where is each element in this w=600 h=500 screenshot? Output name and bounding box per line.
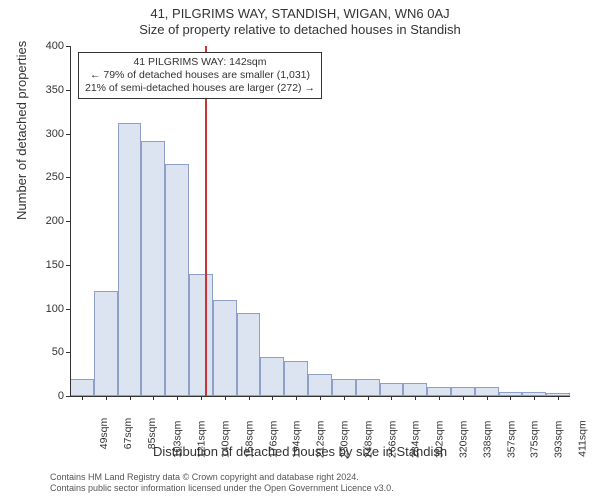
- page-title: 41, PILGRIMS WAY, STANDISH, WIGAN, WN6 0…: [0, 0, 600, 22]
- histogram-bar: [427, 387, 451, 396]
- y-tick-label: 300: [30, 128, 64, 140]
- histogram-bar: [332, 379, 356, 397]
- y-tick-label: 400: [30, 40, 64, 52]
- y-tick-label: 250: [30, 171, 64, 183]
- x-axis-line: [70, 396, 570, 397]
- y-tick-label: 100: [30, 303, 64, 315]
- histogram-bar: [260, 357, 284, 396]
- histogram-bar: [141, 141, 165, 397]
- annotation-box: 41 PILGRIMS WAY: 142sqm← 79% of detached…: [78, 52, 322, 99]
- histogram-bar: [94, 291, 118, 396]
- footer-line-1: Contains HM Land Registry data © Crown c…: [50, 472, 394, 483]
- y-axis-label: Number of detached properties: [14, 41, 29, 220]
- x-axis-label: Distribution of detached houses by size …: [0, 444, 600, 459]
- y-tick-label: 350: [30, 84, 64, 96]
- histogram-bar: [451, 387, 475, 396]
- histogram-bar: [165, 164, 189, 396]
- histogram-bar: [284, 361, 308, 396]
- histogram-bar: [118, 123, 142, 396]
- chart-subtitle: Size of property relative to detached ho…: [0, 22, 600, 38]
- annotation-line: ← 79% of detached houses are smaller (1,…: [85, 69, 315, 82]
- histogram-bar: [380, 383, 404, 396]
- y-tick-label: 150: [30, 259, 64, 271]
- y-axis-line: [70, 46, 71, 396]
- histogram-bar: [403, 383, 427, 396]
- histogram-bar: [70, 379, 94, 397]
- histogram-bar: [308, 374, 332, 396]
- histogram-bar: [189, 274, 213, 397]
- y-tick-label: 50: [30, 346, 64, 358]
- plot-region: 05010015020025030035040049sqm67sqm85sqm1…: [70, 46, 570, 396]
- annotation-line: 41 PILGRIMS WAY: 142sqm: [85, 56, 315, 69]
- footer-line-2: Contains public sector information licen…: [50, 483, 394, 494]
- histogram-bar: [356, 379, 380, 397]
- y-tick-label: 0: [30, 390, 64, 402]
- footer: Contains HM Land Registry data © Crown c…: [50, 472, 394, 494]
- histogram-bar: [237, 313, 261, 396]
- annotation-line: 21% of semi-detached houses are larger (…: [85, 82, 315, 95]
- y-tick-label: 200: [30, 215, 64, 227]
- histogram-bar: [213, 300, 237, 396]
- chart-area: 05010015020025030035040049sqm67sqm85sqm1…: [70, 46, 570, 396]
- histogram-bar: [475, 387, 499, 396]
- chart-container: 41, PILGRIMS WAY, STANDISH, WIGAN, WN6 0…: [0, 0, 600, 500]
